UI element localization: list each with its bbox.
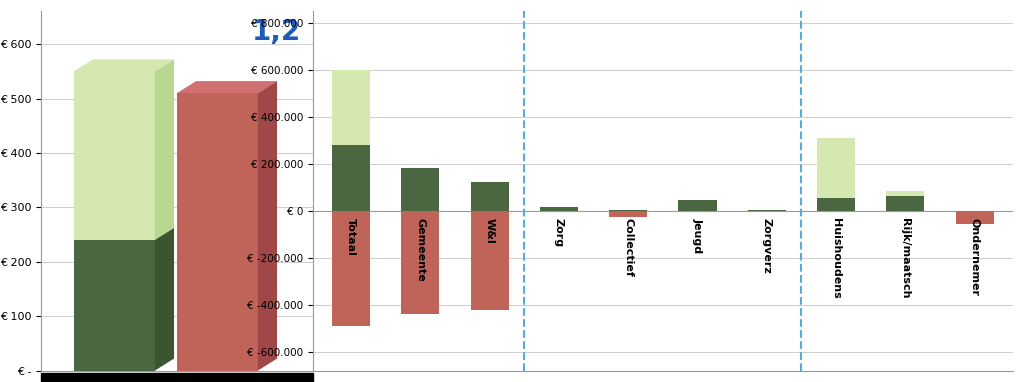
Bar <box>471 181 508 211</box>
Bar <box>332 70 370 145</box>
Bar <box>886 191 925 196</box>
Bar <box>74 71 154 240</box>
Bar <box>610 210 648 211</box>
Bar <box>332 211 370 326</box>
Text: Gemeente: Gemeente <box>415 218 426 282</box>
Bar <box>678 201 716 211</box>
Bar <box>540 207 578 211</box>
Polygon shape <box>177 81 277 93</box>
Text: 1,2: 1,2 <box>252 18 301 46</box>
Text: Ondernemer: Ondernemer <box>970 218 980 296</box>
Text: Collectief: Collectief <box>623 218 633 277</box>
Text: Zorgverz: Zorgverz <box>762 218 771 274</box>
Bar <box>886 196 925 211</box>
Bar <box>817 198 855 211</box>
Bar <box>610 211 648 217</box>
Polygon shape <box>74 59 174 71</box>
Polygon shape <box>154 228 174 371</box>
Text: Huishoudens: Huishoudens <box>831 218 841 299</box>
Bar <box>955 211 993 224</box>
Polygon shape <box>258 81 277 371</box>
Bar <box>401 168 440 211</box>
Text: Jeugd: Jeugd <box>693 218 703 253</box>
Bar <box>401 211 440 314</box>
Bar <box>817 138 855 198</box>
Bar <box>41 373 313 382</box>
Text: Rijk/maatsch: Rijk/maatsch <box>900 218 910 298</box>
Polygon shape <box>154 59 174 240</box>
Bar <box>471 211 508 309</box>
Text: W&I: W&I <box>485 218 495 244</box>
Bar <box>74 240 154 371</box>
Bar <box>332 145 370 211</box>
Bar <box>748 210 786 211</box>
Bar <box>177 93 258 371</box>
Text: Totaal: Totaal <box>346 218 356 256</box>
Text: Zorg: Zorg <box>554 218 564 247</box>
